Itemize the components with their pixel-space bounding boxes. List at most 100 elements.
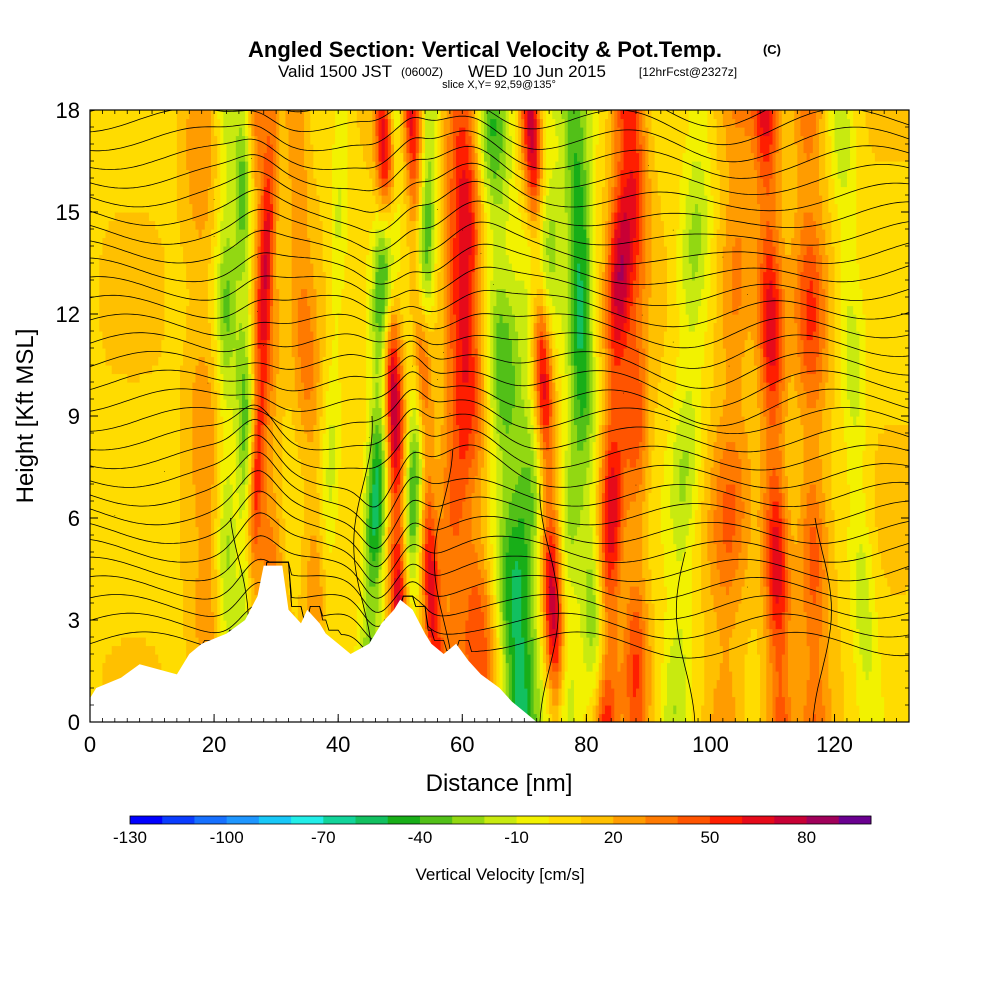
velocity-cell (477, 594, 482, 706)
velocity-cell (611, 110, 615, 188)
velocity-cell (902, 424, 907, 596)
velocity-cell (394, 348, 398, 366)
velocity-cell (242, 110, 246, 137)
velocity-cell (328, 501, 333, 553)
velocity-cell (595, 535, 600, 570)
velocity-cell (412, 161, 417, 179)
velocity-cell (471, 110, 476, 145)
velocity-cell (344, 254, 349, 722)
velocity-cell (245, 560, 249, 613)
velocity-cell (673, 705, 677, 715)
velocity-cell (570, 679, 575, 722)
velocity-cell (276, 110, 280, 222)
velocity-cell (549, 297, 553, 315)
velocity-cell (800, 339, 805, 383)
velocity-cell (245, 458, 249, 485)
velocity-cell (530, 237, 535, 341)
velocity-cell (868, 543, 873, 613)
velocity-cell (555, 671, 560, 689)
velocity-cell (598, 424, 603, 468)
velocity-cell (220, 458, 224, 519)
velocity-cell (108, 110, 113, 222)
velocity-cell (651, 110, 656, 137)
velocity-cell (217, 263, 221, 341)
velocity-cell (688, 263, 693, 332)
velocity-cell (555, 662, 560, 672)
velocity-cell (583, 484, 587, 664)
velocity-cell (580, 186, 584, 281)
velocity-cell (387, 492, 392, 528)
velocity-cell (570, 543, 575, 587)
velocity-cell (431, 535, 435, 562)
velocity-cell (266, 110, 271, 137)
velocity-cell (539, 178, 544, 205)
velocity-cell (338, 467, 342, 715)
velocity-cell (778, 518, 783, 553)
velocity-cell (502, 620, 507, 655)
velocity-cell (834, 203, 839, 570)
velocity-cell (781, 492, 786, 519)
velocity-cell (338, 186, 342, 239)
velocity-cell (558, 603, 563, 647)
velocity-cell (617, 671, 622, 722)
velocity-cell (297, 407, 302, 460)
velocity-cell (772, 246, 777, 273)
velocity-cell (316, 552, 321, 647)
velocity-cell (822, 288, 826, 349)
velocity-cell (511, 526, 516, 570)
velocity-cell (440, 110, 445, 426)
colorbar-tick-label: 50 (700, 828, 719, 847)
velocity-cell (462, 127, 466, 171)
velocity-cell (763, 356, 767, 383)
velocity-cell (518, 569, 522, 722)
colorbar-frame (129, 815, 872, 825)
velocity-cell (707, 152, 712, 298)
velocity-cell (775, 671, 780, 698)
velocity-cell (555, 110, 560, 137)
velocity-cell (546, 237, 550, 256)
velocity-cell (294, 441, 299, 621)
velocity-cell (148, 110, 153, 222)
velocity-cell (747, 110, 752, 137)
velocity-cell (242, 373, 246, 451)
velocity-cell (595, 688, 600, 706)
velocity-cell (269, 305, 274, 392)
velocity-cell (679, 178, 684, 409)
velocity-cell (421, 424, 426, 460)
velocity-cell (179, 246, 184, 366)
velocity-cell (108, 220, 113, 366)
velocity-cell (434, 263, 439, 324)
velocity-cell (769, 475, 774, 519)
velocity-cell (530, 450, 535, 494)
velocity-cell (375, 186, 380, 205)
velocity-cell (316, 110, 321, 196)
velocity-cell (542, 688, 547, 722)
velocity-cell (505, 620, 510, 664)
y-tick-label: 12 (56, 302, 80, 327)
theta-isoline (90, 266, 909, 306)
velocity-cell (331, 484, 336, 545)
velocity-cell (518, 475, 522, 519)
velocity-cell (725, 161, 730, 205)
velocity-cell (369, 178, 373, 230)
velocity-cell (198, 110, 203, 239)
velocity-cell (421, 110, 426, 154)
velocity-cell (542, 399, 547, 426)
velocity-cell (707, 297, 712, 426)
x-tick-label: 0 (84, 732, 96, 757)
velocity-cell (254, 509, 259, 545)
velocity-cell (567, 169, 572, 366)
velocity-cell (390, 339, 395, 349)
velocity-cell (490, 280, 494, 409)
velocity-cell (487, 628, 491, 715)
velocity-cell (729, 110, 733, 443)
velocity-cell (490, 229, 494, 281)
velocity-cell (738, 237, 743, 307)
velocity-cell (524, 161, 529, 179)
velocity-cell (626, 331, 631, 460)
velocity-cell (381, 110, 386, 120)
velocity-cell (639, 628, 643, 722)
velocity-cell (263, 152, 268, 188)
velocity-cell (459, 127, 463, 179)
